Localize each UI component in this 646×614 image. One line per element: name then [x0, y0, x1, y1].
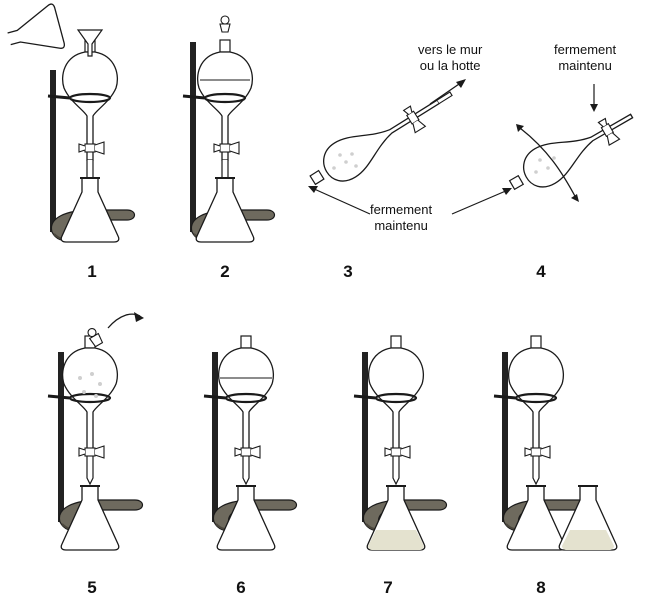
closure-bottom-line-2: maintenu — [374, 218, 428, 233]
vent-direction-annotation: vers le mur ou la hotte — [418, 42, 482, 74]
step-4-shaking-funnel — [508, 84, 634, 202]
closure-bottom-line-1: fermement — [370, 202, 433, 217]
step-number-7: 7 — [383, 578, 393, 597]
step-number-4: 4 — [536, 262, 546, 281]
step-number-8: 8 — [536, 578, 546, 597]
step-3-shaking-funnel — [309, 79, 466, 186]
closure-top-line-2: maintenu — [558, 58, 612, 73]
step-6-apparatus — [202, 335, 298, 551]
step-7-apparatus — [352, 335, 448, 551]
step-8-apparatus — [492, 335, 618, 551]
step-number-5: 5 — [87, 578, 97, 597]
step-1-apparatus — [7, 3, 136, 243]
step-number-2: 2 — [220, 262, 230, 281]
step-number-3: 3 — [343, 262, 353, 281]
closure-top-line-1: fermement — [554, 42, 617, 57]
step-number-1: 1 — [87, 262, 97, 281]
step-2-apparatus — [181, 15, 276, 243]
vent-line-2: ou la hotte — [419, 58, 481, 73]
step-number-6: 6 — [236, 578, 246, 597]
closure-annotation-top: fermement maintenu — [554, 42, 616, 74]
vent-line-1: vers le mur — [418, 42, 483, 57]
closure-annotation-bottom: fermement maintenu — [370, 202, 432, 234]
step-5-apparatus — [46, 312, 144, 551]
closure-arrows — [308, 186, 512, 215]
